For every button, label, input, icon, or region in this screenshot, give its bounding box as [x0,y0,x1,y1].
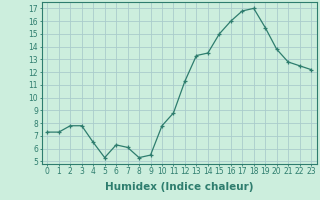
X-axis label: Humidex (Indice chaleur): Humidex (Indice chaleur) [105,182,253,192]
